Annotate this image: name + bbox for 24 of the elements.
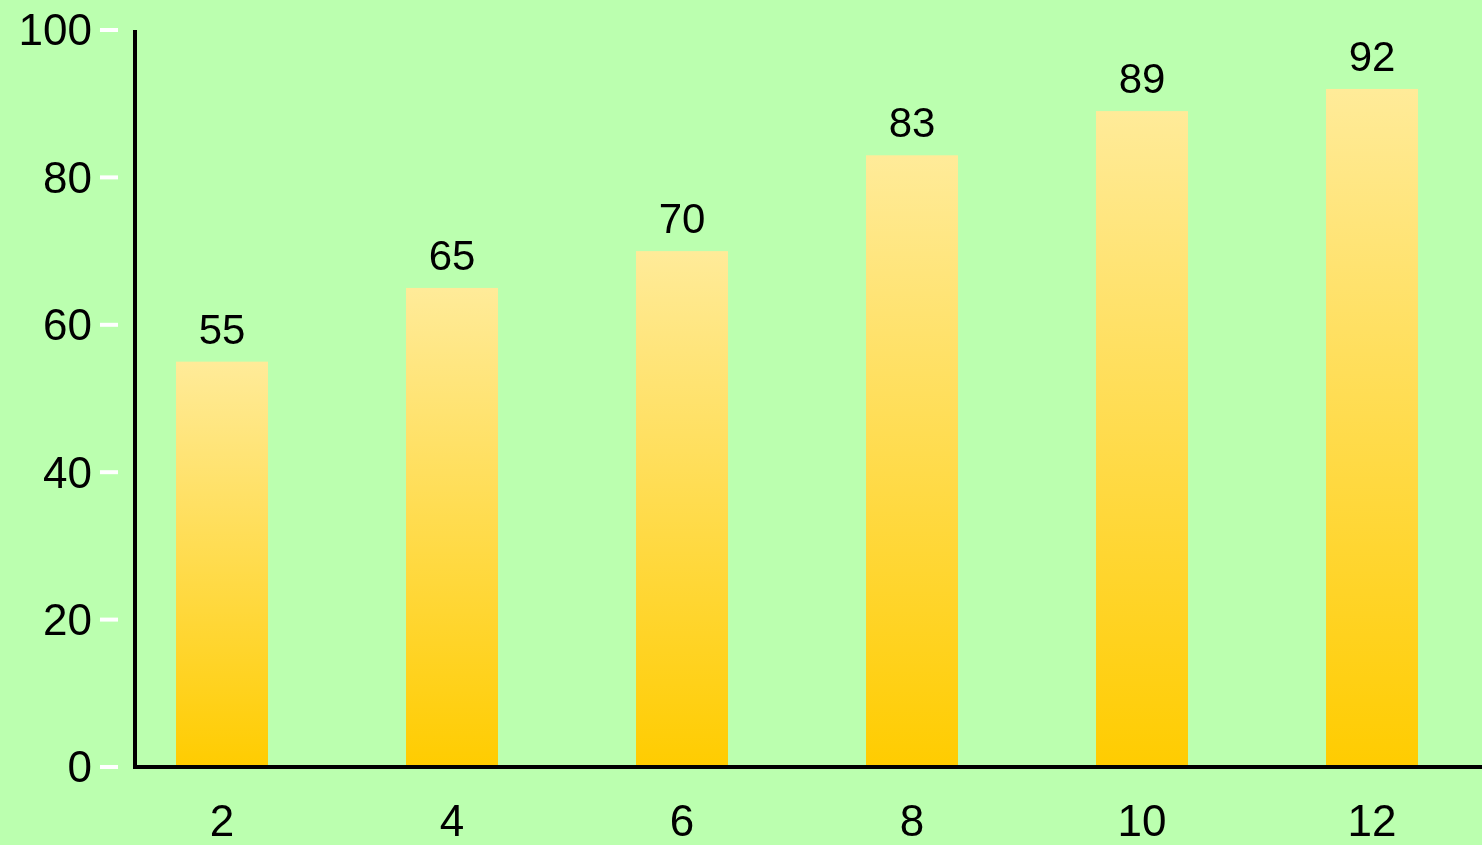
bar [636,251,728,767]
y-tick-label: 100 [18,5,92,55]
x-tick-label: 10 [1117,796,1167,845]
data-label: 65 [428,231,476,279]
x-tick-label: 2 [209,796,235,845]
bar [866,155,958,767]
y-tick-label: 40 [43,447,92,497]
data-label: 70 [658,195,706,243]
y-tick-label: 20 [43,595,92,644]
y-tick-label: 60 [43,300,92,350]
y-tick-label: 0 [67,742,92,792]
x-tick-label: 4 [439,796,465,845]
bar [1096,111,1188,767]
x-tick-label: 6 [669,796,695,845]
x-tick-label: 12 [1347,796,1397,845]
data-label: 55 [198,305,246,353]
bar [1326,88,1418,767]
bar [176,361,268,767]
data-label: 89 [1118,55,1166,103]
x-tick-label: 8 [899,796,925,845]
y-tick-label: 80 [43,152,92,202]
bar [406,287,498,767]
data-label: 83 [888,99,936,147]
data-label: 92 [1348,32,1396,80]
